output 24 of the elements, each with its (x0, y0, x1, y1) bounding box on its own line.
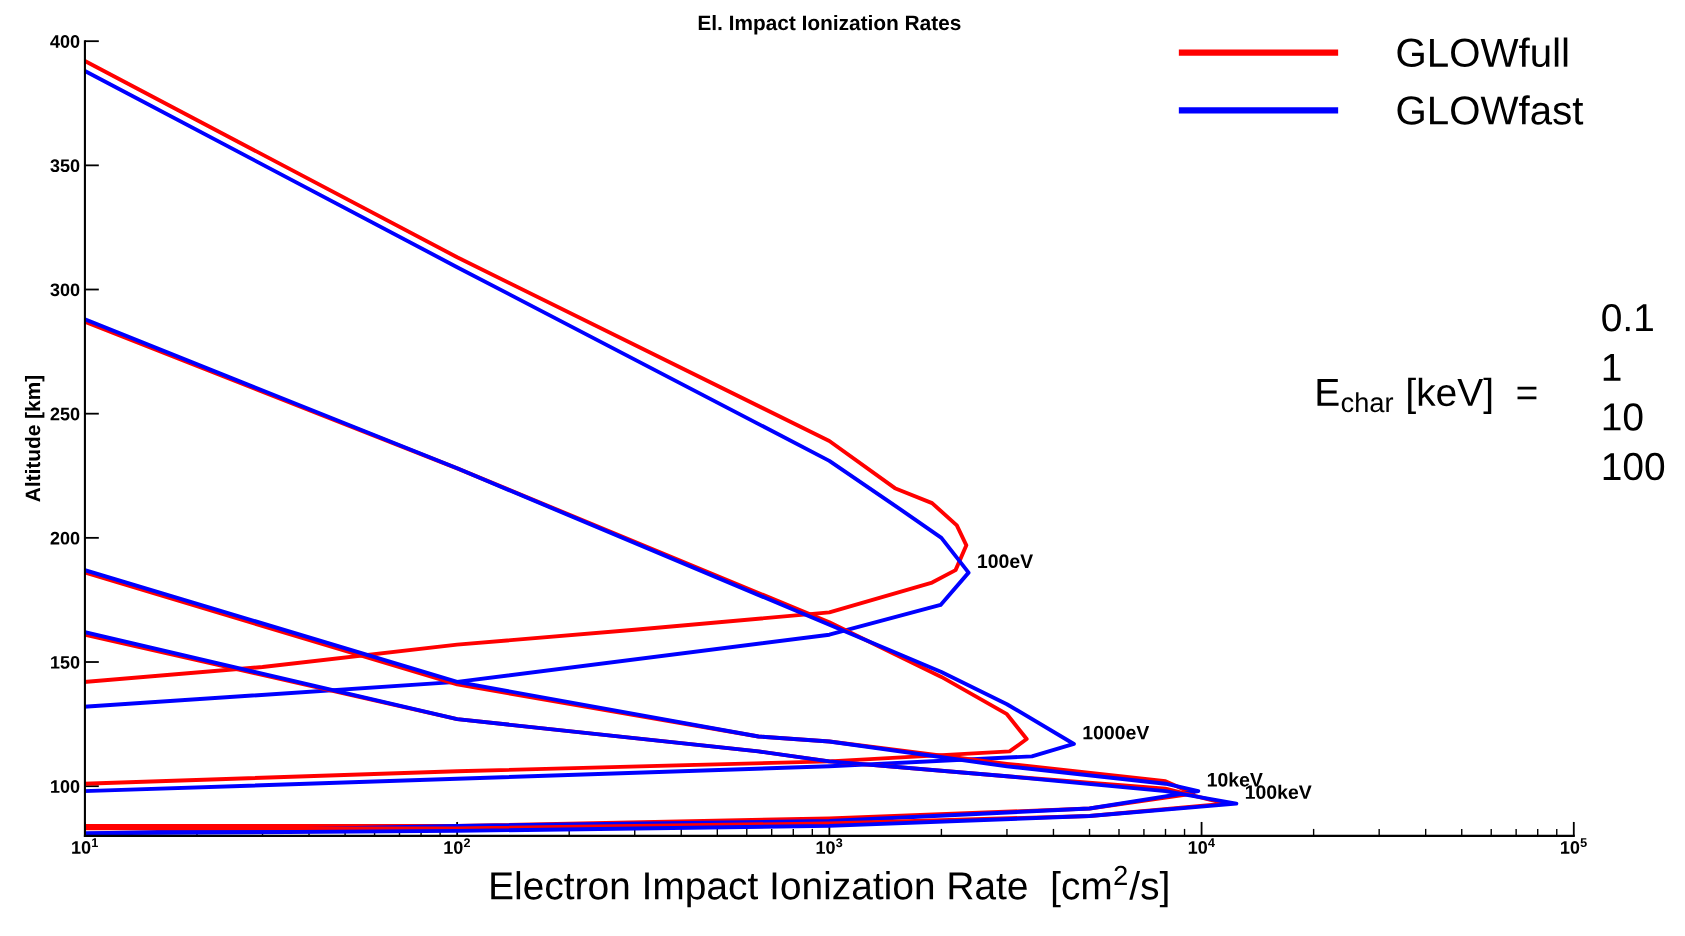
annotation: E$_{char}$ [keV] = (1317, 377, 1537, 414)
y-tick-label: 400 (50, 35, 80, 48)
legend-label: GLOWfull (1397, 37, 1568, 68)
text: 1 (1603, 353, 1621, 381)
y-tick-label: 200 (50, 531, 80, 545)
y-tick-label: 250 (50, 407, 80, 421)
x-tick-label: 10$^{5}$ (1561, 838, 1587, 854)
text: 0.1 (1602, 303, 1653, 332)
x-tick-label: 10$^{4}$ (1188, 838, 1215, 854)
text: 10 (1603, 403, 1643, 431)
y-axis-title: Altitude [km] (24, 376, 45, 502)
x-axis-title: Electron Impact Ionization Rate [cm$^{2}$/s] (491, 865, 1168, 908)
x-tick-label: 10$^{1}$ (72, 838, 98, 854)
y-tick-label: 350 (50, 159, 80, 173)
x-tick-label: 10$^{2}$ (444, 838, 471, 854)
annotation: 1000eV (1083, 725, 1150, 740)
legend-label: GLOWfast (1397, 95, 1584, 125)
y-tick-label: 100 (51, 780, 80, 793)
text: 100 (1603, 452, 1665, 481)
chart-title: El. Impact Ionization Rates (698, 14, 961, 35)
x-tick-label: 10$^{3}$ (816, 838, 843, 854)
y-tick-label: 300 (50, 283, 80, 297)
annotation: 100eV (978, 554, 1033, 569)
y-tick-label: 150 (51, 655, 80, 669)
